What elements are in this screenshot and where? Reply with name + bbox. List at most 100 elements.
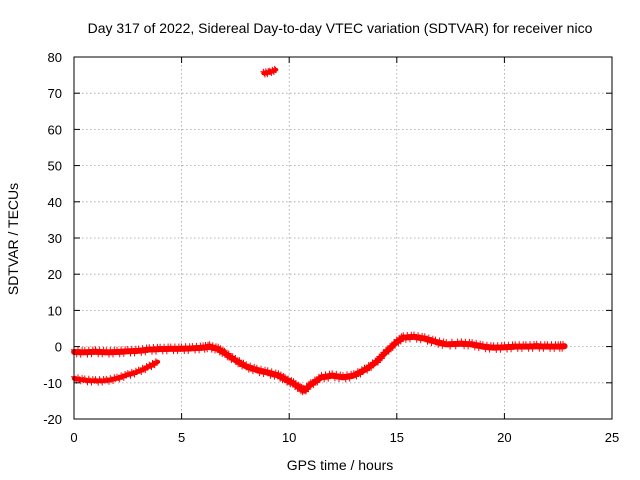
data-point — [209, 342, 216, 349]
data-point — [361, 364, 368, 371]
data-point — [440, 338, 447, 345]
data-point — [138, 369, 145, 375]
data-point — [375, 359, 381, 366]
data-point — [325, 375, 332, 382]
data-point — [321, 376, 328, 383]
data-point — [124, 370, 131, 377]
y-tick-label: -20 — [43, 412, 62, 427]
data-point — [272, 369, 279, 376]
data-point — [379, 355, 385, 362]
data-point — [305, 386, 312, 393]
x-axis-label: GPS time / hours — [287, 457, 394, 473]
data-point — [432, 336, 439, 343]
data-point — [389, 345, 396, 351]
data-point — [258, 365, 264, 372]
data-point — [380, 349, 387, 356]
y-tick-label: 20 — [48, 267, 62, 282]
data-point — [153, 359, 160, 366]
data-point — [329, 370, 336, 377]
data-point — [452, 343, 459, 350]
chart-title: Day 317 of 2022, Sidereal Day-to-day VTE… — [88, 20, 593, 36]
data-point — [317, 375, 324, 382]
data-point — [152, 358, 159, 365]
y-tick-label: 40 — [48, 195, 62, 210]
data-point — [235, 361, 242, 368]
data-point — [264, 367, 271, 374]
data-point — [333, 370, 340, 377]
data-point — [366, 363, 373, 370]
data-point — [221, 347, 228, 354]
data-point — [314, 379, 321, 386]
data-point — [206, 341, 213, 348]
data-point — [140, 366, 147, 372]
x-tick-label: 20 — [497, 430, 511, 445]
data-point — [384, 347, 391, 354]
data-point — [128, 368, 135, 375]
x-tick-label: 0 — [70, 430, 77, 445]
data-point — [236, 357, 243, 364]
data-point — [365, 362, 372, 369]
data-point — [111, 374, 118, 381]
data-point — [271, 65, 278, 72]
series-outlier — [260, 65, 279, 78]
data-point — [436, 337, 443, 344]
data-point — [425, 334, 432, 341]
data-series — [71, 65, 568, 396]
data-point — [268, 368, 275, 375]
data-point — [447, 343, 454, 350]
data-point — [411, 331, 417, 338]
data-point — [381, 350, 388, 357]
data-point — [107, 375, 114, 382]
data-point — [142, 349, 149, 356]
data-point — [232, 355, 239, 361]
x-tick-label: 5 — [178, 430, 185, 445]
y-tick-label: 60 — [48, 122, 62, 137]
data-point — [429, 335, 436, 342]
data-point — [272, 67, 279, 73]
data-point — [114, 373, 120, 380]
data-point — [313, 378, 320, 384]
data-point — [397, 338, 404, 345]
data-point — [385, 348, 392, 355]
y-tick-label: -10 — [43, 376, 62, 391]
y-tick-label: 10 — [48, 303, 62, 318]
data-point — [311, 376, 318, 383]
y-tick-label: 0 — [55, 340, 62, 355]
data-point — [349, 372, 356, 379]
y-tick-label: 50 — [48, 159, 62, 174]
data-point — [142, 367, 149, 374]
data-point — [253, 364, 260, 371]
data-point — [115, 375, 122, 381]
data-point — [346, 375, 353, 382]
data-point — [120, 374, 127, 381]
data-point — [477, 340, 484, 347]
data-point — [237, 360, 244, 367]
data-point — [307, 379, 314, 386]
data-point — [262, 366, 268, 373]
data-point — [248, 365, 255, 372]
data-point — [243, 361, 250, 368]
data-point — [473, 339, 480, 346]
data-point — [309, 380, 316, 387]
data-point — [421, 333, 428, 340]
data-point — [364, 367, 371, 374]
series-lower-arc — [71, 358, 161, 386]
data-point — [357, 371, 364, 378]
x-tick-label: 10 — [282, 430, 296, 445]
y-tick-label: 80 — [48, 50, 62, 65]
data-point — [119, 373, 126, 380]
data-point — [285, 375, 292, 382]
y-axis-label: SDTVAR / TECUs — [5, 183, 21, 295]
data-point — [247, 362, 254, 369]
data-point — [233, 358, 240, 365]
data-point — [225, 350, 232, 357]
data-point — [244, 364, 251, 370]
x-tick-label: 15 — [390, 430, 404, 445]
grid-lines — [74, 57, 612, 419]
data-point — [249, 368, 256, 375]
y-tick-label: 70 — [48, 86, 62, 101]
data-point — [245, 366, 252, 373]
data-point — [388, 344, 395, 350]
data-point — [362, 366, 369, 373]
